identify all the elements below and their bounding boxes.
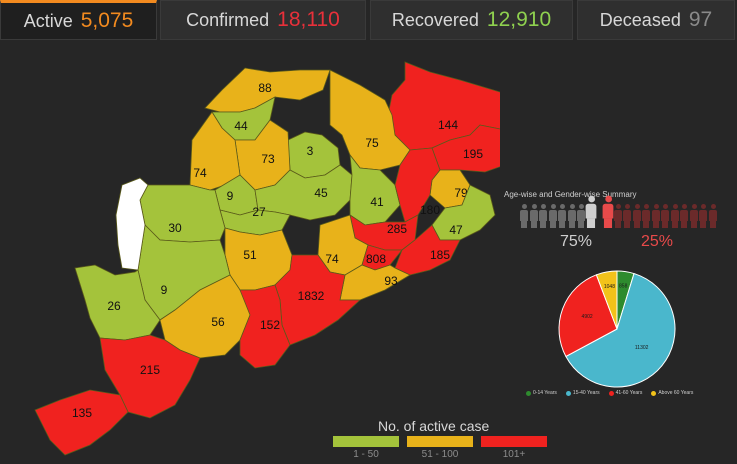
district-value-label: 27 <box>252 205 266 219</box>
district-value-label: 51 <box>243 248 257 262</box>
district-value-label: 9 <box>227 189 234 203</box>
female-person-icon <box>680 204 688 228</box>
female-person-icon <box>689 204 698 228</box>
female-person-icon <box>651 204 660 228</box>
district-value-label: 215 <box>140 363 160 377</box>
district-value-label: 93 <box>384 274 398 288</box>
legend-bar-high <box>481 436 547 447</box>
legend-dot <box>608 390 614 396</box>
pie-legend-label: Above 60 Years <box>658 390 694 396</box>
district-value-label: 285 <box>387 222 407 236</box>
female-person-icon <box>661 204 669 228</box>
district-region[interactable] <box>115 177 149 271</box>
legend-dot <box>565 390 571 396</box>
legend-range-mid: 51 - 100 <box>421 449 459 460</box>
district-value-label: 73 <box>261 152 275 166</box>
male-person-icon <box>567 204 576 228</box>
district-value-label: 74 <box>325 252 339 266</box>
pie-legend-item: 41-60 Years <box>608 390 643 396</box>
tab-active-label: Active <box>23 10 73 31</box>
district-value-label: 3 <box>307 144 314 158</box>
pie-slice <box>558 274 618 358</box>
tab-confirmed-label: Confirmed <box>186 9 270 30</box>
district-value-label: 185 <box>430 248 450 262</box>
pie-slice-value: 1048 <box>604 284 615 290</box>
female-person-icon <box>670 204 679 228</box>
legend-dot <box>526 390 531 396</box>
legend-title: No. of active case <box>378 418 490 434</box>
district-value-label: 75 <box>365 136 379 150</box>
district-value-label: 88 <box>258 81 272 95</box>
female-percentage: 25% <box>641 233 674 250</box>
district-value-label: 9 <box>161 283 168 297</box>
male-person-icon <box>529 204 538 228</box>
district-region[interactable] <box>34 389 129 456</box>
district-value-label: 144 <box>438 118 458 132</box>
gender-people-icons <box>520 195 720 230</box>
district-value-label: 152 <box>260 318 280 332</box>
tab-confirmed-value: 18,110 <box>277 8 340 31</box>
male-person-icon <box>539 204 547 228</box>
male-person-icon <box>520 204 528 228</box>
district-value-label: 47 <box>449 223 463 237</box>
district-value-label: 26 <box>107 299 121 313</box>
female-person-icon <box>623 204 631 228</box>
district-value-label: 195 <box>463 147 483 161</box>
pie-slice <box>595 270 618 330</box>
pie-slice <box>565 272 676 388</box>
pie-legend-label: 41-60 Years <box>615 390 643 396</box>
legend-range-low: 1 - 50 <box>353 449 379 460</box>
male-person-icon <box>585 195 596 228</box>
age-pie-chart: 858 11302 4902 1048 <box>558 270 676 388</box>
female-person-icon <box>699 204 707 228</box>
legend-dot <box>651 390 657 396</box>
tab-deceased-label: Deceased <box>599 9 681 30</box>
male-percentage: 75% <box>560 233 593 250</box>
pie-slice-value: 4902 <box>582 314 593 320</box>
district-value-label: 1832 <box>298 289 325 303</box>
district-value-label: 30 <box>168 221 182 235</box>
district-value-label: 44 <box>234 119 248 133</box>
male-person-icon <box>558 204 566 228</box>
pie-legend-label: 15-40 Years <box>572 390 600 396</box>
pie-legend-item: Above 60 Years <box>651 390 693 396</box>
district-value-label: 79 <box>454 186 468 200</box>
district-region[interactable] <box>394 147 441 223</box>
legend-range-high: 101+ <box>502 449 526 460</box>
district-value-label: 74 <box>193 166 207 180</box>
pie-slice-value: 11302 <box>635 345 649 351</box>
summary-title: Age-wise and Gender-wise Summary <box>504 190 637 199</box>
male-person-icon <box>548 204 557 228</box>
district-value-label: 180 <box>420 203 440 217</box>
male-person-icon <box>577 204 585 228</box>
pie-slice-value: 858 <box>619 284 628 290</box>
district-value-label: 45 <box>314 186 328 200</box>
district-region[interactable] <box>239 284 291 369</box>
female-person-icon <box>602 195 614 228</box>
tab-deceased[interactable]: Deceased 97 <box>577 0 735 40</box>
legend-bar-mid <box>407 436 473 447</box>
tab-active-value: 5,075 <box>80 9 134 32</box>
tab-confirmed[interactable]: Confirmed 18,110 <box>160 0 366 40</box>
tab-recovered-value: 12,910 <box>486 8 552 31</box>
tab-recovered-label: Recovered <box>391 9 479 30</box>
pie-legend-item: 15-40 Years <box>565 390 600 396</box>
district-value-label: 56 <box>211 315 225 329</box>
female-person-icon <box>642 204 650 228</box>
female-person-icon <box>613 204 622 228</box>
district-value-label: 135 <box>72 406 92 420</box>
legend-bar-low <box>333 436 399 447</box>
tab-recovered[interactable]: Recovered 12,910 <box>370 0 573 40</box>
pie-legend-item: 0-14 Years <box>526 390 557 396</box>
female-person-icon <box>708 204 717 228</box>
district-value-label: 41 <box>370 195 384 209</box>
pie-legend-label: 0-14 Years <box>533 390 557 396</box>
female-person-icon <box>632 204 641 228</box>
tab-active[interactable]: Active 5,075 <box>0 0 157 40</box>
stats-tabs: Active 5,075 Confirmed 18,110 Recovered … <box>0 0 737 42</box>
tab-deceased-value: 97 <box>688 8 713 31</box>
district-value-label: 808 <box>366 252 386 266</box>
pie-legend: 0-14 Years 15-40 Years 41-60 Years Above… <box>526 390 693 396</box>
district-map: 88 44 144 75 3 73 195 74 9 45 79 41 27 180 30 47 285 51 74… <box>34 61 500 456</box>
